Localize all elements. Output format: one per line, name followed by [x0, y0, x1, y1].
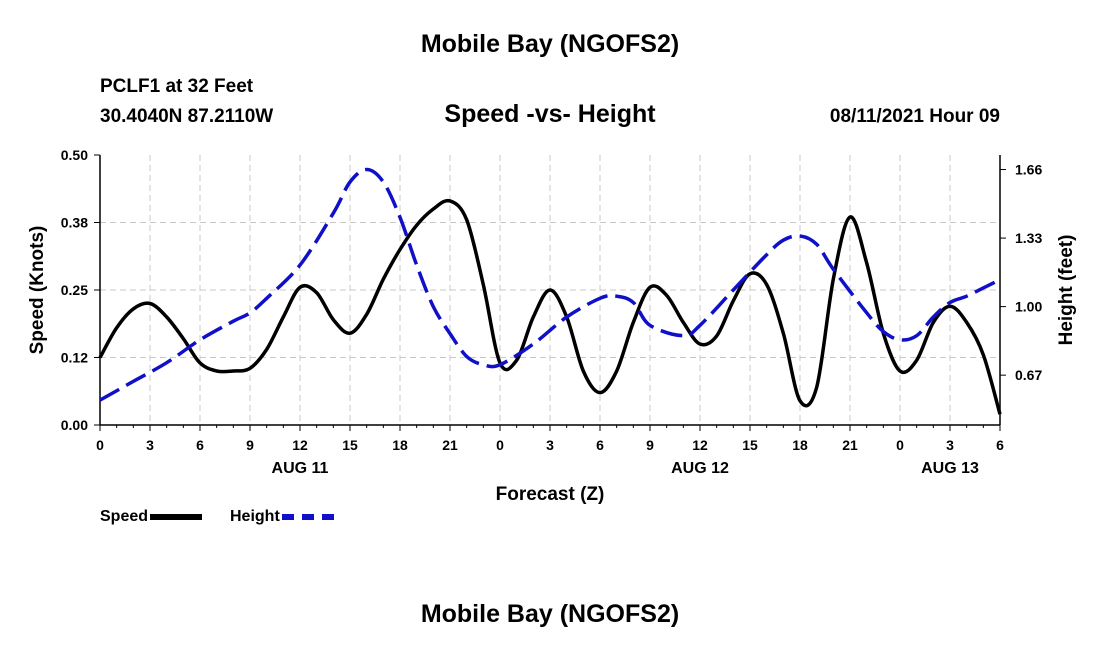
- x-tick-label: 15: [742, 437, 758, 453]
- legend-speed-label: Speed: [100, 508, 149, 525]
- legend-speed: Speed: [100, 508, 203, 526]
- x-tick-label: 9: [646, 437, 654, 453]
- y-right-axis-title: Height (feet): [1056, 235, 1077, 346]
- series-line-height: [99, 167, 1001, 402]
- x-tick-label: 6: [196, 437, 204, 453]
- legend-height: Height: [230, 508, 334, 526]
- y-left-tick-label: 0.00: [61, 417, 88, 433]
- x-tick-label: 18: [392, 437, 408, 453]
- x-tick-label: 3: [546, 437, 554, 453]
- x-tick-label: 12: [292, 437, 308, 453]
- x-tick-label: 6: [596, 437, 604, 453]
- y-left-tick-label: 0.12: [61, 350, 88, 366]
- x-tick-label: 12: [692, 437, 708, 453]
- x-axis-title: Forecast (Z): [496, 484, 605, 505]
- legend-height-label: Height: [230, 508, 280, 525]
- series-line-speed: [98, 198, 1002, 415]
- station-coordinates: 30.4040N 87.2110W: [100, 106, 274, 127]
- x-tick-label: 9: [246, 437, 254, 453]
- chart-title: Speed -vs- Height: [444, 100, 656, 128]
- y-right-tick-label: 0.67: [1015, 367, 1042, 383]
- legend-speed-swatch: [150, 514, 203, 520]
- x-date-label: AUG 12: [671, 460, 729, 477]
- x-tick-label: 6: [996, 437, 1004, 453]
- y-right-tick-label: 1.00: [1015, 299, 1042, 315]
- x-tick-label: 21: [442, 437, 458, 453]
- y-right-tick-label: 1.33: [1015, 230, 1042, 246]
- x-tick-label: 0: [496, 437, 504, 453]
- bottom-title: Mobile Bay (NGOFS2): [420, 600, 680, 628]
- y-left-axis-title: Speed (Knots): [27, 226, 48, 355]
- x-tick-label: 3: [946, 437, 954, 453]
- x-tick-label: 21: [842, 437, 858, 453]
- y-left-tick-label: 0.38: [61, 215, 88, 231]
- legend-height-swatch: [281, 514, 334, 520]
- top-title: Mobile Bay (NGOFS2): [420, 30, 680, 58]
- x-tick-label: 0: [896, 437, 904, 453]
- y-left-tick-label: 0.25: [61, 282, 88, 298]
- y-right-tick-label: 1.66: [1015, 162, 1042, 178]
- x-tick-label: 18: [792, 437, 808, 453]
- x-tick-label: 15: [342, 437, 358, 453]
- y-left-tick-label: 0.50: [61, 147, 88, 163]
- x-date-label: AUG 11: [272, 460, 329, 477]
- x-tick-label: 0: [96, 437, 104, 453]
- x-date-label: AUG 13: [921, 460, 979, 477]
- x-tick-label: 3: [146, 437, 154, 453]
- forecast-timestamp: 08/11/2021 Hour 09: [829, 106, 1000, 127]
- station-label: PCLF1 at 32 Feet: [100, 76, 254, 97]
